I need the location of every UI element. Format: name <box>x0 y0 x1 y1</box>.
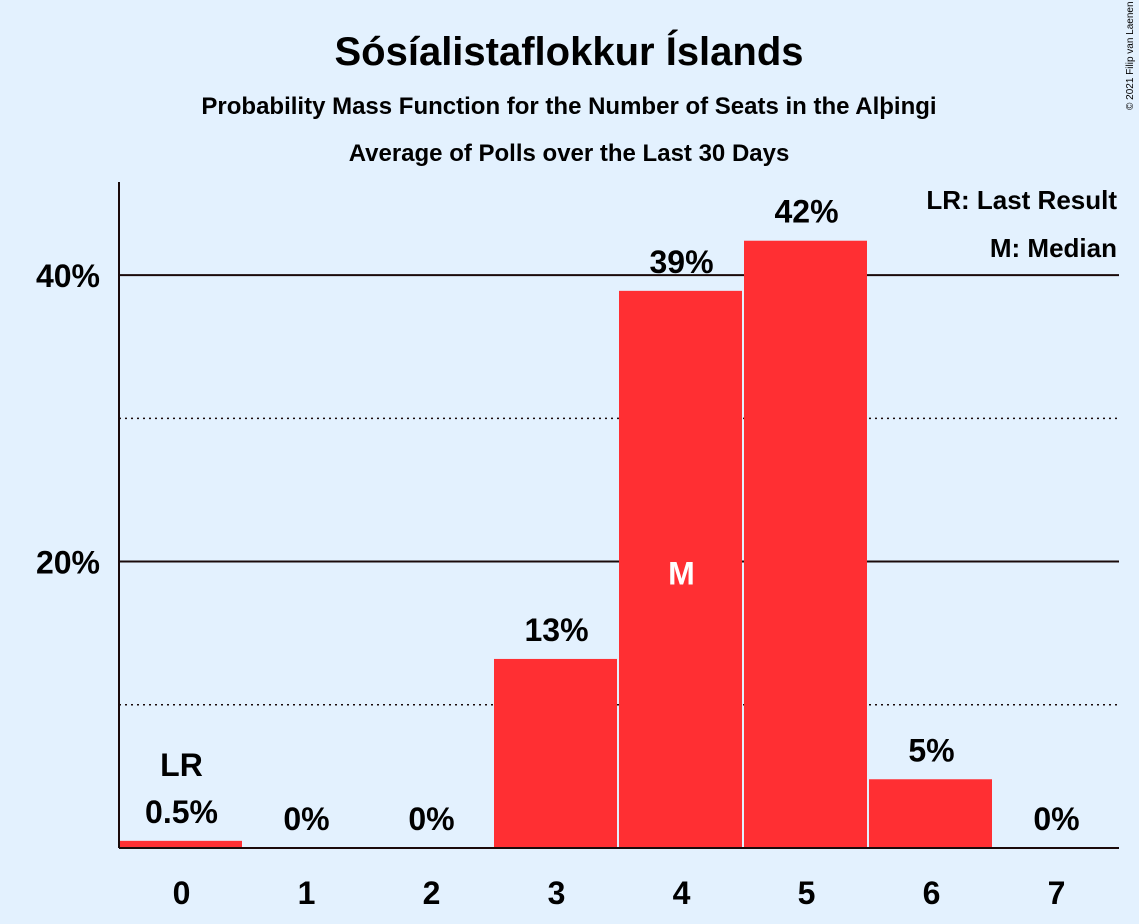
bar-5 <box>744 240 867 848</box>
x-tick-label-6: 6 <box>923 875 941 911</box>
legend-bg-1 <box>930 182 1119 218</box>
bar-value-label-3: 13% <box>524 612 588 648</box>
y-tick-label-1: 40% <box>36 258 100 294</box>
bar-3 <box>494 658 617 848</box>
value-labels: 0.5% LR 0% 0% 13% 39% M 42% 5% 0% <box>145 194 1080 837</box>
chart-subtitle: Probability Mass Function for the Number… <box>201 93 936 120</box>
legend-median: M: Median <box>990 233 1117 263</box>
chart-subtitle-2: Average of Polls over the Last 30 Days <box>349 140 790 167</box>
x-tick-label-0: 0 <box>173 875 191 911</box>
x-tick-label-2: 2 <box>423 875 441 911</box>
bar-0 <box>119 840 242 848</box>
last-result-marker: LR <box>160 747 203 783</box>
x-tick-label-5: 5 <box>798 875 816 911</box>
bars <box>119 240 992 848</box>
bar-6 <box>869 779 992 848</box>
x-tick-label-7: 7 <box>1048 875 1066 911</box>
x-tick-label-3: 3 <box>548 875 566 911</box>
bar-value-label-0: 0.5% <box>145 794 218 830</box>
bar-value-label-6: 5% <box>908 732 954 768</box>
bar-value-label-1: 0% <box>283 801 329 837</box>
bar-value-label-4: 39% <box>649 244 713 280</box>
x-tick-label-1: 1 <box>298 875 316 911</box>
x-axis-ticks: 0 1 2 3 4 5 6 7 <box>173 875 1066 911</box>
bar-value-label-7: 0% <box>1033 801 1079 837</box>
bar-value-label-2: 0% <box>408 801 454 837</box>
legend: LR: Last Result M: Median <box>926 182 1119 263</box>
legend-last-result: LR: Last Result <box>926 185 1117 215</box>
legend-bg-2 <box>976 226 1119 262</box>
chart-title: Sósíalistaflokkur Íslands <box>334 29 803 74</box>
y-tick-label-0: 20% <box>36 545 100 581</box>
bar-value-label-5: 42% <box>774 194 838 230</box>
bar-4 <box>619 290 742 848</box>
median-marker: M <box>668 556 695 592</box>
y-axis-ticks: 20% 40% <box>36 258 100 580</box>
x-tick-label-4: 4 <box>673 875 691 911</box>
copyright-notice: © 2021 Filip van Laenen <box>1125 1 1136 110</box>
